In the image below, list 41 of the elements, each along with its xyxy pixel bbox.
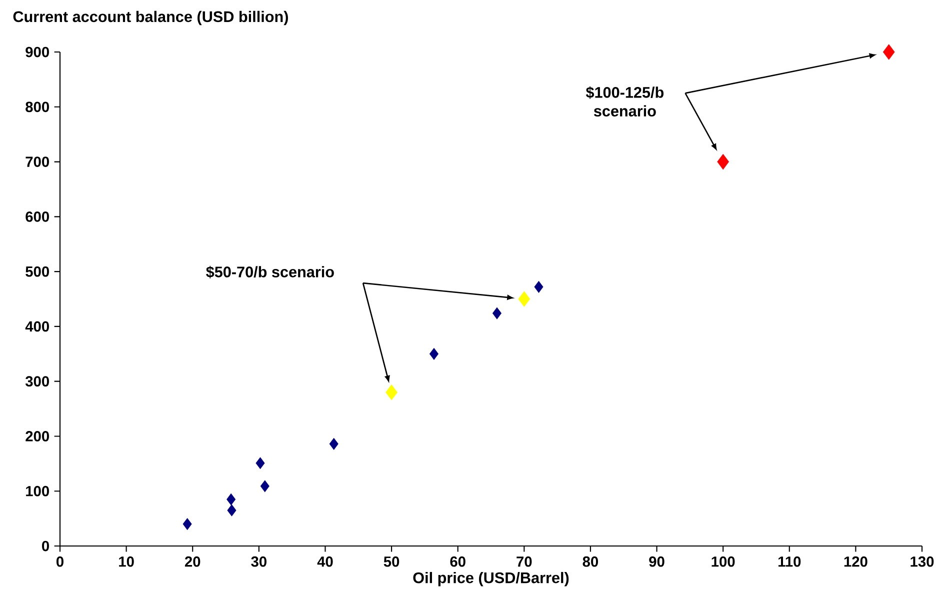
point (386, 384, 398, 400)
y-tick-label: 0 (42, 540, 49, 552)
annotation: $50-70/b scenario (206, 266, 334, 278)
y-tick-label: 200 (26, 431, 49, 442)
point (227, 504, 236, 516)
x-tick-label: 60 (450, 556, 466, 567)
annotation: $100-125/b scenario (586, 86, 664, 117)
y-tick-label: 300 (25, 376, 49, 387)
x-tick-label: 110 (778, 556, 801, 567)
x-tick-label: 20 (184, 556, 200, 567)
y-tick-label: 700 (26, 156, 49, 167)
point (329, 438, 338, 450)
x-tick-label: 130 (910, 556, 934, 567)
point (882, 44, 895, 60)
x-tick-label: 120 (844, 556, 868, 567)
y-tick-label: 400 (25, 321, 49, 332)
point (430, 348, 438, 360)
y-tick-label: 600 (26, 212, 49, 222)
x-tick-label: 70 (516, 556, 532, 567)
point (717, 154, 729, 170)
x-tick-label: 30 (251, 556, 266, 567)
y-tick-label: 800 (26, 102, 49, 112)
point (518, 291, 530, 307)
x-axis-title: Oil price (USD/Barrel) (413, 572, 569, 586)
x-tick-label: 80 (582, 556, 598, 567)
point (534, 281, 544, 293)
x-tick-label: 100 (712, 556, 735, 567)
point (256, 457, 265, 469)
x-tick-label: 40 (317, 556, 333, 567)
y-tick-label: 900 (26, 46, 49, 58)
x-tick-label: 0 (56, 556, 64, 567)
point (492, 307, 502, 320)
x-tick-label: 90 (649, 556, 664, 567)
y-tick-label: 100 (26, 486, 49, 496)
x-tick-label: 50 (384, 556, 400, 567)
y-axis-title: Current account balance (USD billion) (13, 10, 288, 26)
point (260, 480, 270, 492)
y-tick-label: 500 (26, 266, 49, 277)
x-tick-label: 10 (119, 556, 134, 567)
point (182, 518, 192, 530)
point (226, 493, 236, 506)
